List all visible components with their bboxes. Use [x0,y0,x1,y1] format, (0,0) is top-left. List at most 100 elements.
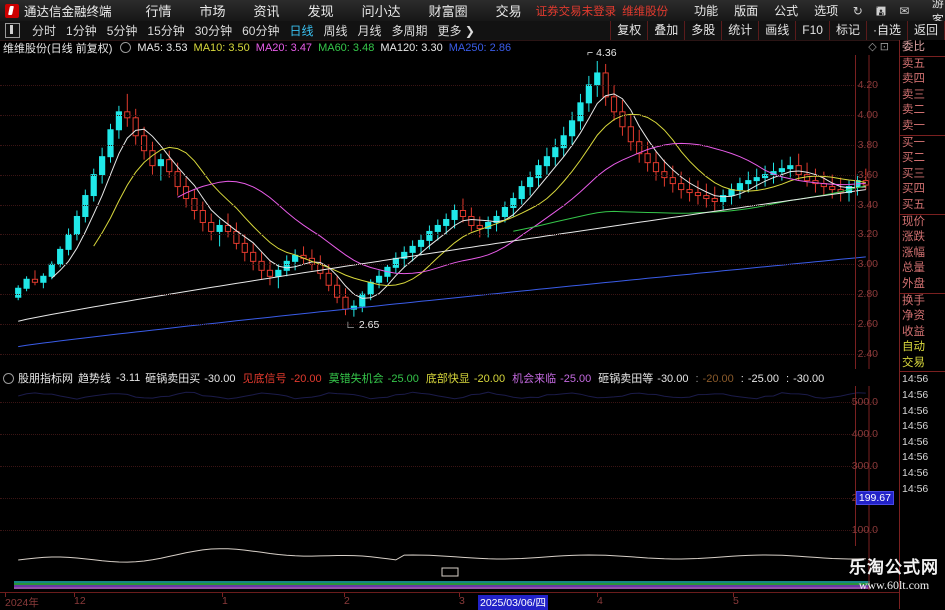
quote-row-收益[interactable]: 收益 [900,325,945,341]
tool-mark[interactable]: 标记 [829,21,866,40]
indicator-value-0: -30.00 [204,373,235,385]
indicator-label-8: : [786,373,789,385]
menu-item-news[interactable]: 资讯 [240,1,294,20]
quote-row-卖一[interactable]: 卖一 [900,119,945,136]
candle-body [561,136,566,148]
quote-row-换手[interactable]: 换手 [900,294,945,310]
layout-icon[interactable] [5,23,20,38]
period-weekly[interactable]: 周线 [318,22,352,39]
cursor-date-label: 2025/03/06/四 [478,595,548,610]
candle-body [376,276,381,282]
login-warning[interactable]: 证券交易未登录 [536,3,617,19]
period-15min[interactable]: 15分钟 [142,22,189,39]
quote-row-买一[interactable]: 买一 [900,136,945,152]
candle-body [595,73,600,85]
candle-body [830,187,835,190]
auto-trade-row-1[interactable]: 交易 [900,356,945,373]
candle-body [796,166,801,175]
indicator-items-group: 砸锅卖田买 -30.00 见底信号 -20.00 莫错失机会 -25.00 底部快显 -20.… [145,370,831,386]
ma-line-5 [52,94,866,299]
menu-item-market[interactable]: 市场 [186,1,240,20]
quote-row-净资[interactable]: 净资 [900,309,945,325]
stock-shortcut[interactable]: 维维股份 [622,3,668,19]
quote-row-卖四[interactable]: 卖四 [900,72,945,88]
candle-body [444,219,449,225]
quote-sidebar[interactable]: 委比 卖五 卖四 卖三 卖二 卖一 买一 买二 买三 买四 买五 现价 涨跌 涨幅 总量 外盘 换手 净资 收益 自动… [899,40,945,609]
menu-item-options[interactable]: 选项 [806,2,846,19]
quote-row-买二[interactable]: 买二 [900,151,945,167]
tick-time-row[interactable]: 14:56 [900,435,945,451]
menu-item-ask[interactable]: 问小达 [348,1,415,20]
period-fenshi[interactable]: 分时 [27,22,61,39]
quote-row-卖三[interactable]: 卖三 [900,88,945,104]
quote-row-买四[interactable]: 买四 [900,182,945,198]
period-monthly[interactable]: 月线 [353,22,387,39]
menu-item-trade[interactable]: 交易 [482,1,536,20]
settings-icon[interactable] [3,373,14,384]
chart-title: 维维股份(日线 前复权) [3,40,112,56]
menu-item-layout[interactable]: 版面 [726,2,766,19]
quote-row-涨幅[interactable]: 涨幅 [900,246,945,262]
price-tick-label: 4.00 [858,109,878,121]
candle-body [91,175,96,196]
bottom-subchart-panel[interactable] [0,546,900,590]
menu-item-formula[interactable]: 公式 [766,2,806,19]
tick-time-row[interactable]: 14:56 [900,404,945,420]
period-1min[interactable]: 1分钟 [61,22,102,39]
quote-row-委比[interactable]: 委比 [900,40,945,57]
quote-row-卖五[interactable]: 卖五 [900,57,945,73]
tool-overlay[interactable]: 叠加 [647,21,684,40]
quote-row-总量[interactable]: 总量 [900,261,945,277]
period-more[interactable]: 更多 ❯ [433,22,480,39]
chart-window-glyphs[interactable]: ◇ ⊡ [868,40,889,53]
period-5min[interactable]: 5分钟 [102,22,143,39]
quote-row-买五[interactable]: 买五 [900,198,945,215]
period-30min[interactable]: 30分钟 [190,22,237,39]
menu-item-quotes[interactable]: 行情 [132,1,186,20]
ma-line-10 [94,114,866,285]
tick-time-row[interactable]: 14:56 [900,450,945,466]
tick-time-row[interactable]: 14:56 [900,388,945,404]
candle-body [83,196,88,217]
period-60min[interactable]: 60分钟 [237,22,284,39]
tick-time-row[interactable]: 14:56 [900,419,945,435]
candle-body [158,160,163,166]
ma10-value: MA10: 3.50 [194,42,250,54]
menu-item-discover[interactable]: 发现 [294,1,348,20]
candle-body [225,225,230,231]
quote-row-卖二[interactable]: 卖二 [900,103,945,119]
save-icon[interactable]: 🖪 [873,3,888,19]
tick-time-row[interactable]: 14:56 [900,482,945,498]
auto-trade-row-0[interactable]: 自动 [900,340,945,356]
period-multi[interactable]: 多周期 [387,22,433,39]
indicator-gridline [0,498,878,499]
price-chart-panel[interactable]: 4.20 4.00 3.80 3.60 3.40 3.20 3.00 2.80 2.60 2.40… [0,55,900,369]
quote-row-外盘[interactable]: 外盘 [900,277,945,294]
period-daily[interactable]: 日线 [284,22,318,39]
tick-time-row[interactable]: 14:56 [900,466,945,482]
tool-draw[interactable]: 画线 [758,21,795,40]
tool-adjust[interactable]: 复权 [610,21,647,40]
quote-row-涨跌[interactable]: 涨跌 [900,230,945,246]
tool-stats[interactable]: 统计 [721,21,758,40]
candle-body [569,121,574,136]
indicator-chart-panel[interactable]: 500.0400.0300.0200.0100.0199.67 [0,386,900,546]
tool-multistock[interactable]: 多股 [684,21,721,40]
tool-back[interactable]: 返回 [907,21,945,40]
mail-icon[interactable]: ✉ [897,3,912,19]
date-tick-mark [344,593,345,597]
tick-time-row[interactable]: 14:56 [900,372,945,388]
refresh-icon[interactable]: ↻ [850,3,865,19]
settings-icon[interactable] [120,42,131,53]
menu-item-function[interactable]: 功能 [686,2,726,19]
tool-watchlist[interactable]: ·自选 [866,21,907,40]
indicator-value-3: -20.00 [474,373,505,385]
tool-f10[interactable]: F10 [795,21,829,40]
price-chart-svg [0,55,900,369]
menu-item-wealth[interactable]: 财富圈 [415,1,482,20]
price-gridline [0,205,878,206]
quote-row-现价[interactable]: 现价 [900,215,945,231]
indicator-gridline [0,434,878,435]
indicator-tick-label: 100.0 [852,524,878,536]
quote-row-买三[interactable]: 买三 [900,167,945,183]
